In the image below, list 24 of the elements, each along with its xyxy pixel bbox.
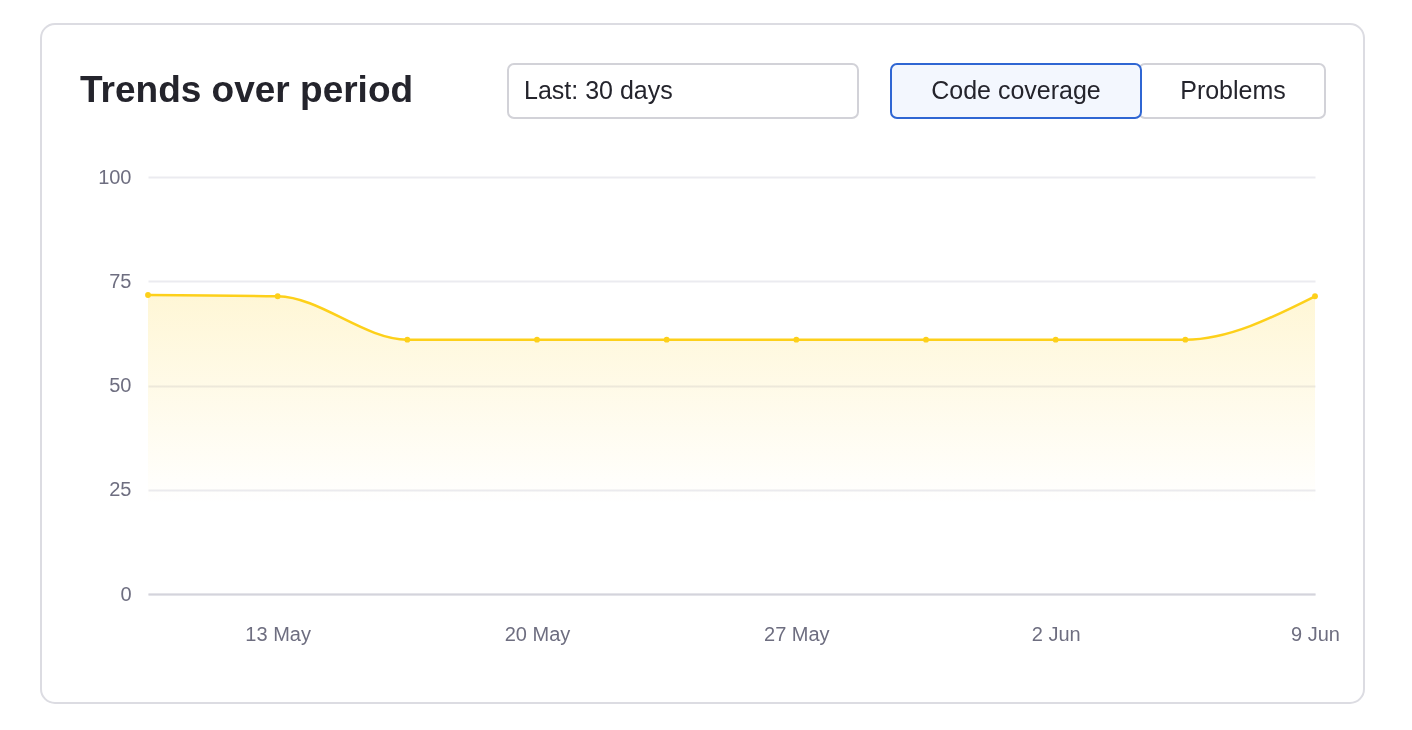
- point: [534, 336, 540, 343]
- x-tick-label: 9 Jun: [1291, 622, 1340, 645]
- x-tick-label: 13 May: [245, 622, 311, 645]
- y-tick-label: 50: [109, 374, 132, 396]
- point: [923, 336, 929, 343]
- chart-title: Trends over period: [80, 69, 414, 110]
- point: [145, 292, 151, 298]
- text: Code coverage: [931, 76, 1101, 104]
- x-tick-label: 27 May: [764, 622, 830, 645]
- y-tick-label: 25: [109, 478, 132, 501]
- point: [793, 336, 800, 343]
- point: [663, 336, 670, 343]
- point: [274, 293, 281, 300]
- point: [1182, 336, 1189, 343]
- y-tick-label: 100: [98, 165, 132, 188]
- text: Last: 30 days: [524, 76, 673, 104]
- point: [1052, 336, 1059, 343]
- x-tick-label: 2 Jun: [1031, 622, 1081, 645]
- point: [404, 336, 411, 343]
- y-tick-label: 0: [120, 582, 132, 605]
- y-tick-label: 75: [109, 269, 132, 292]
- text: Problems: [1180, 76, 1286, 104]
- x-tick-label: 20 May: [504, 622, 571, 645]
- point: [1312, 293, 1318, 300]
